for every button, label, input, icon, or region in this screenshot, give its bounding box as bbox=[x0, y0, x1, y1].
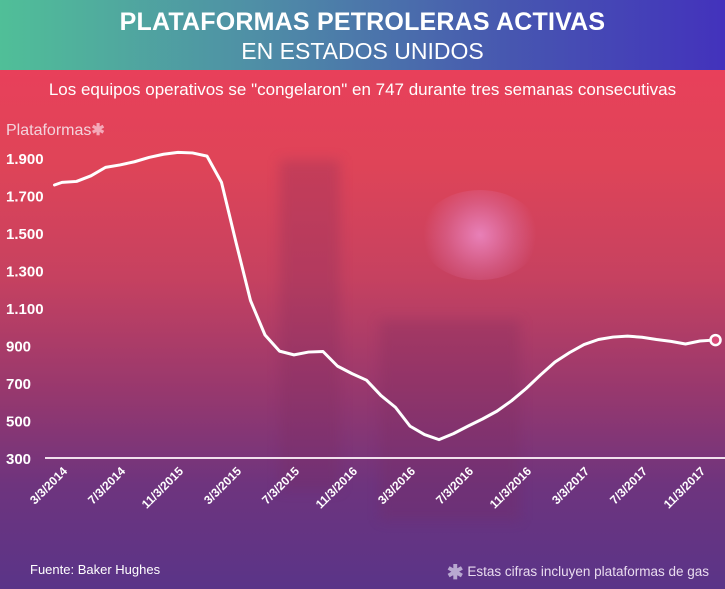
chart-note: Los equipos operativos se "congelaron" e… bbox=[48, 80, 677, 99]
x-tick-label: 3/3/2017 bbox=[549, 464, 592, 507]
y-tick-label: 700 bbox=[6, 376, 31, 393]
source-text: Fuente: Baker Hughes bbox=[30, 562, 161, 577]
line-chart: 300 500 700 900 1.100 1.300 1.500 1.700 1.900 3/3… bbox=[6, 150, 725, 511]
chart-title: PLATAFORMAS PETROLERAS ACTIVAS bbox=[119, 8, 606, 36]
sun-image bbox=[420, 190, 540, 280]
footnote: ✱ Estas cifras incluyen plataformas de g… bbox=[446, 562, 709, 584]
y-axis-label: Plataformas✱ bbox=[6, 122, 105, 139]
x-tick-label: 3/3/2015 bbox=[201, 464, 244, 507]
y-tick-label: 900 bbox=[6, 339, 31, 356]
series-line bbox=[53, 150, 716, 442]
asterisk-icon: ✱ bbox=[91, 122, 105, 139]
x-tick-label: 7/3/2017 bbox=[607, 464, 650, 507]
rig-silhouette bbox=[280, 160, 340, 490]
header: PLATAFORMAS PETROLERAS ACTIVAS EN ESTADO… bbox=[0, 0, 725, 70]
rig-silhouette bbox=[380, 320, 520, 520]
chart-background: Los equipos operativos se "congelaron" e… bbox=[0, 70, 725, 589]
x-tick-label: 11/3/2015 bbox=[139, 464, 186, 511]
asterisk-icon: ✱ bbox=[446, 562, 464, 584]
x-tick-label: 11/3/2017 bbox=[661, 464, 708, 511]
end-point-marker bbox=[709, 333, 722, 347]
x-tick-label: 11/3/2016 bbox=[313, 464, 360, 511]
y-tick-label: 1.500 bbox=[6, 226, 44, 243]
y-tick-label: 300 bbox=[6, 451, 31, 468]
chart-subtitle: EN ESTADOS UNIDOS bbox=[241, 38, 484, 64]
y-tick-label: 1.300 bbox=[6, 264, 44, 281]
x-tick-label: 7/3/2014 bbox=[85, 464, 128, 507]
x-tick-label: 3/3/2014 bbox=[27, 464, 70, 507]
x-tick-label: 7/3/2016 bbox=[433, 464, 476, 507]
x-tick-label: 3/3/2016 bbox=[375, 464, 418, 507]
y-tick-label: 500 bbox=[6, 414, 31, 431]
y-tick-label: 1.900 bbox=[6, 151, 44, 168]
y-tick-label: 1.100 bbox=[6, 301, 44, 318]
x-tick-label: 11/3/2016 bbox=[487, 464, 534, 511]
y-tick-label: 1.700 bbox=[6, 189, 44, 206]
x-tick-label: 7/3/2015 bbox=[259, 464, 302, 507]
